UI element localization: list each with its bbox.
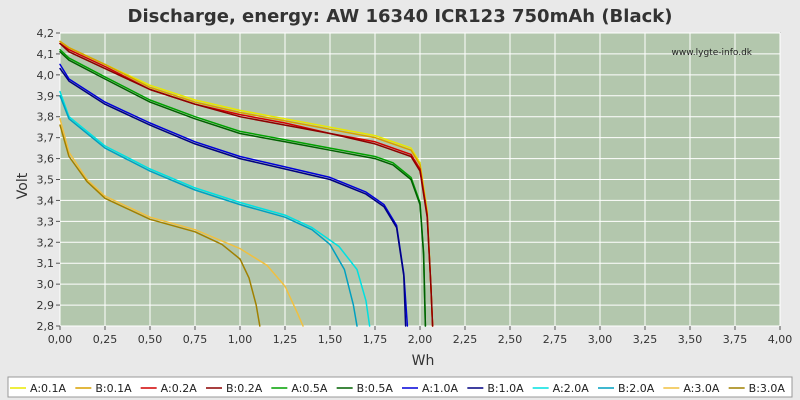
- x-tick-label: 0,50: [138, 333, 163, 346]
- x-tick-label: 3,00: [588, 333, 613, 346]
- legend-item-label: B:0.2A: [226, 382, 263, 395]
- y-tick-label: 3,2: [37, 236, 55, 249]
- x-tick-label: 1,75: [363, 333, 388, 346]
- x-tick-label: 0,25: [93, 333, 118, 346]
- series-line: [59, 51, 427, 327]
- legend-box: [7, 376, 793, 398]
- series-line: [59, 42, 434, 327]
- x-tick-label: 1,50: [318, 333, 343, 346]
- x-tick-label: 3,50: [678, 333, 703, 346]
- series-line: [59, 63, 409, 327]
- x-tick-label: 0,00: [48, 333, 73, 346]
- series-line: [59, 124, 261, 327]
- y-tick-label: 3,6: [37, 153, 55, 166]
- axis-ticks: 0,00 0,25 0,50 0,75 1,00 1,25 1,50 1,75 2,00 2,25…: [37, 27, 793, 346]
- x-tick-label: 2,75: [543, 333, 568, 346]
- series-line: [59, 95, 358, 327]
- y-tick-label: 3,0: [37, 278, 55, 291]
- y-tick-label: 3,4: [37, 194, 55, 207]
- x-axis-title: Wh: [412, 353, 435, 369]
- series-line: [59, 90, 371, 327]
- y-tick-label: 3,1: [37, 257, 55, 270]
- y-tick-label: 4,0: [37, 69, 55, 82]
- legend-item-label: B:0.5A: [357, 382, 394, 395]
- y-axis-title: Volt: [15, 172, 31, 199]
- y-tick-label: 4,1: [37, 48, 55, 61]
- legend-item-label: A:0.5A: [291, 382, 328, 395]
- x-tick-label: 2,25: [453, 333, 478, 346]
- x-tick-label: 1,25: [273, 333, 298, 346]
- y-tick-label: 3,9: [37, 90, 55, 103]
- legend-item-label: B:3.0A: [749, 382, 786, 395]
- chart-title: Discharge, energy: AW 16340 ICR123 750mA…: [128, 6, 673, 27]
- legend-item-label: A:0.2A: [161, 382, 198, 395]
- legend-item-label: A:2.0A: [553, 382, 590, 395]
- y-tick-label: 3,5: [37, 174, 55, 187]
- y-tick-label: 3,8: [37, 111, 55, 124]
- watermark: www.lygte-info.dk: [672, 48, 753, 58]
- series-layer: [59, 40, 434, 327]
- legend-item-label: A:0.1A: [30, 382, 67, 395]
- legend-item-label: A:3.0A: [683, 382, 720, 395]
- legend-item-label: B:1.0A: [487, 382, 524, 395]
- y-tick-label: 3,3: [37, 215, 55, 228]
- series-line: [59, 67, 407, 327]
- y-tick-label: 4,2: [37, 27, 55, 40]
- x-tick-label: 0,75: [183, 333, 208, 346]
- y-tick-label: 2,8: [37, 320, 55, 333]
- legend-item-label: A:1.0A: [422, 382, 459, 395]
- x-tick-label: 2,50: [498, 333, 523, 346]
- x-tick-label: 2,00: [408, 333, 433, 346]
- legend-item-label: B:2.0A: [618, 382, 655, 395]
- series-line: [59, 118, 304, 327]
- legend: A:0.1A B:0.1A A:0.2A B:0.2A A:0.5A B:0.5A A:1.…: [10, 382, 785, 395]
- y-tick-label: 3,7: [37, 132, 55, 145]
- x-tick-label: 1,00: [228, 333, 253, 346]
- x-tick-label: 3,25: [633, 333, 658, 346]
- legend-item-label: B:0.1A: [95, 382, 132, 395]
- x-tick-label: 4,00: [768, 333, 793, 346]
- x-tick-label: 3,75: [723, 333, 748, 346]
- y-tick-label: 2,9: [37, 299, 55, 312]
